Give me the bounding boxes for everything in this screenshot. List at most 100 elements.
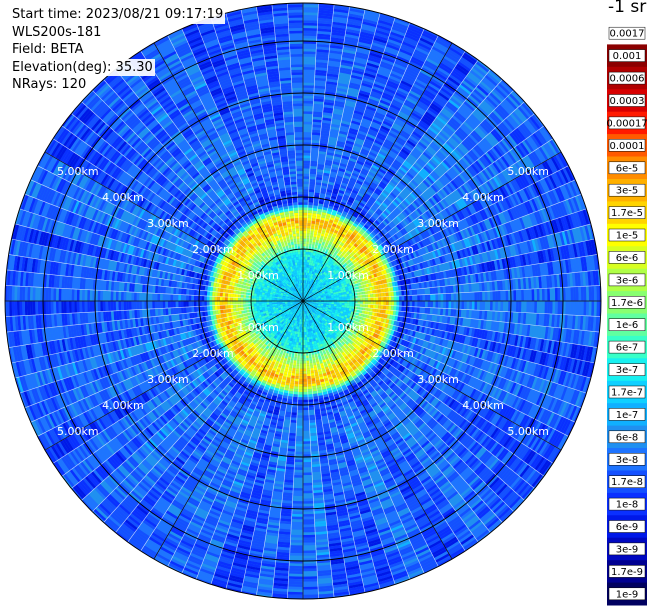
echo-cell bbox=[341, 303, 345, 306]
echo-cell bbox=[345, 28, 361, 34]
echo-cell bbox=[332, 161, 340, 166]
echo-cell bbox=[375, 297, 379, 301]
echo-cell bbox=[335, 93, 347, 98]
echo-cell bbox=[361, 23, 377, 30]
echo-cell bbox=[424, 288, 428, 295]
echo-cell bbox=[303, 230, 307, 234]
echo-cell bbox=[306, 275, 309, 279]
echo-cell bbox=[349, 293, 353, 297]
echo-cell bbox=[314, 72, 327, 76]
echo-cell bbox=[344, 294, 347, 297]
echo-cell bbox=[317, 243, 322, 247]
echo-cell bbox=[320, 135, 329, 140]
echo-cell bbox=[359, 34, 374, 40]
echo-cell bbox=[583, 301, 587, 316]
echo-cell bbox=[303, 137, 312, 140]
echo-cell bbox=[310, 150, 319, 154]
echo-cell bbox=[331, 163, 340, 168]
echo-cell bbox=[326, 76, 339, 81]
echo-cell bbox=[303, 85, 315, 89]
echo-cell bbox=[332, 111, 343, 116]
echo-cell bbox=[311, 241, 316, 245]
echo-cell bbox=[343, 110, 354, 116]
echo-cell bbox=[310, 155, 319, 159]
echo-cell bbox=[355, 102, 367, 109]
echo-cell bbox=[318, 10, 334, 14]
echo-cell bbox=[318, 240, 323, 245]
echo-cell bbox=[448, 293, 452, 301]
echo-cell bbox=[303, 228, 307, 231]
echo-cell bbox=[349, 305, 353, 309]
echo-cell bbox=[453, 293, 457, 301]
echo-cell bbox=[354, 107, 365, 114]
echo-cell bbox=[356, 97, 369, 104]
echo-cell bbox=[350, 74, 363, 80]
echo-cell bbox=[318, 151, 327, 155]
echo-cell bbox=[304, 290, 306, 294]
echo-cell bbox=[307, 210, 313, 214]
echo-cell bbox=[336, 175, 344, 180]
echo-cell bbox=[469, 292, 473, 301]
echo-cell bbox=[471, 301, 475, 310]
echo-cell bbox=[325, 159, 333, 164]
echo-cell bbox=[331, 32, 346, 37]
echo-cell bbox=[305, 288, 307, 291]
echo-cell bbox=[416, 307, 420, 314]
echo-cell bbox=[399, 295, 402, 301]
echo-cell bbox=[505, 301, 509, 312]
echo-cell bbox=[375, 293, 379, 298]
echo-cell bbox=[539, 288, 543, 301]
echo-cell bbox=[314, 82, 326, 87]
echo-cell bbox=[303, 139, 312, 143]
echo-cell bbox=[326, 70, 340, 75]
echo-cell bbox=[303, 20, 318, 24]
echo-cell bbox=[521, 301, 524, 313]
echo-cell bbox=[303, 15, 318, 18]
echo-cell bbox=[307, 283, 310, 287]
echo-cell bbox=[347, 18, 363, 24]
echo-cell bbox=[368, 54, 382, 62]
echo-cell bbox=[331, 209, 338, 214]
echo-cell bbox=[484, 301, 488, 311]
echo-cell bbox=[366, 62, 380, 69]
echo-cell bbox=[359, 87, 372, 94]
echo-cell bbox=[321, 125, 331, 129]
echo-cell bbox=[306, 241, 310, 245]
echo-cell bbox=[328, 57, 342, 63]
echo-cell bbox=[312, 114, 323, 118]
echo-cell bbox=[303, 77, 315, 81]
echo-cell bbox=[328, 139, 338, 144]
echo-cell bbox=[591, 285, 595, 301]
echo-cell bbox=[332, 14, 349, 19]
echo-cell bbox=[311, 129, 321, 133]
echo-cell bbox=[346, 305, 350, 309]
echo-cell bbox=[303, 251, 306, 255]
echo-cell bbox=[303, 22, 318, 26]
echo-cell bbox=[312, 239, 316, 243]
echo-cell bbox=[305, 272, 308, 276]
echo-cell bbox=[427, 294, 431, 301]
echo-cell bbox=[391, 296, 395, 301]
echo-cell bbox=[325, 86, 337, 91]
echo-cell bbox=[328, 52, 342, 57]
echo-cell bbox=[347, 296, 350, 299]
echo-cell bbox=[451, 301, 454, 309]
echo-cell bbox=[370, 297, 374, 301]
echo-cell bbox=[417, 294, 420, 301]
echo-cells bbox=[5, 3, 601, 599]
echo-cell bbox=[343, 147, 352, 153]
echo-cell bbox=[306, 262, 310, 265]
echo-cell bbox=[487, 291, 491, 301]
echo-cell bbox=[332, 19, 348, 24]
echo-cell bbox=[341, 296, 345, 299]
echo-cell bbox=[374, 32, 389, 39]
echo-cell bbox=[401, 290, 405, 296]
echo-cell bbox=[461, 301, 465, 310]
echo-cell bbox=[544, 288, 548, 301]
echo-cell bbox=[314, 224, 320, 228]
echo-cell bbox=[313, 200, 319, 204]
echo-cell bbox=[327, 205, 334, 210]
echo-cell bbox=[347, 87, 360, 93]
echo-cell bbox=[319, 219, 325, 224]
echo-cell bbox=[401, 301, 405, 307]
